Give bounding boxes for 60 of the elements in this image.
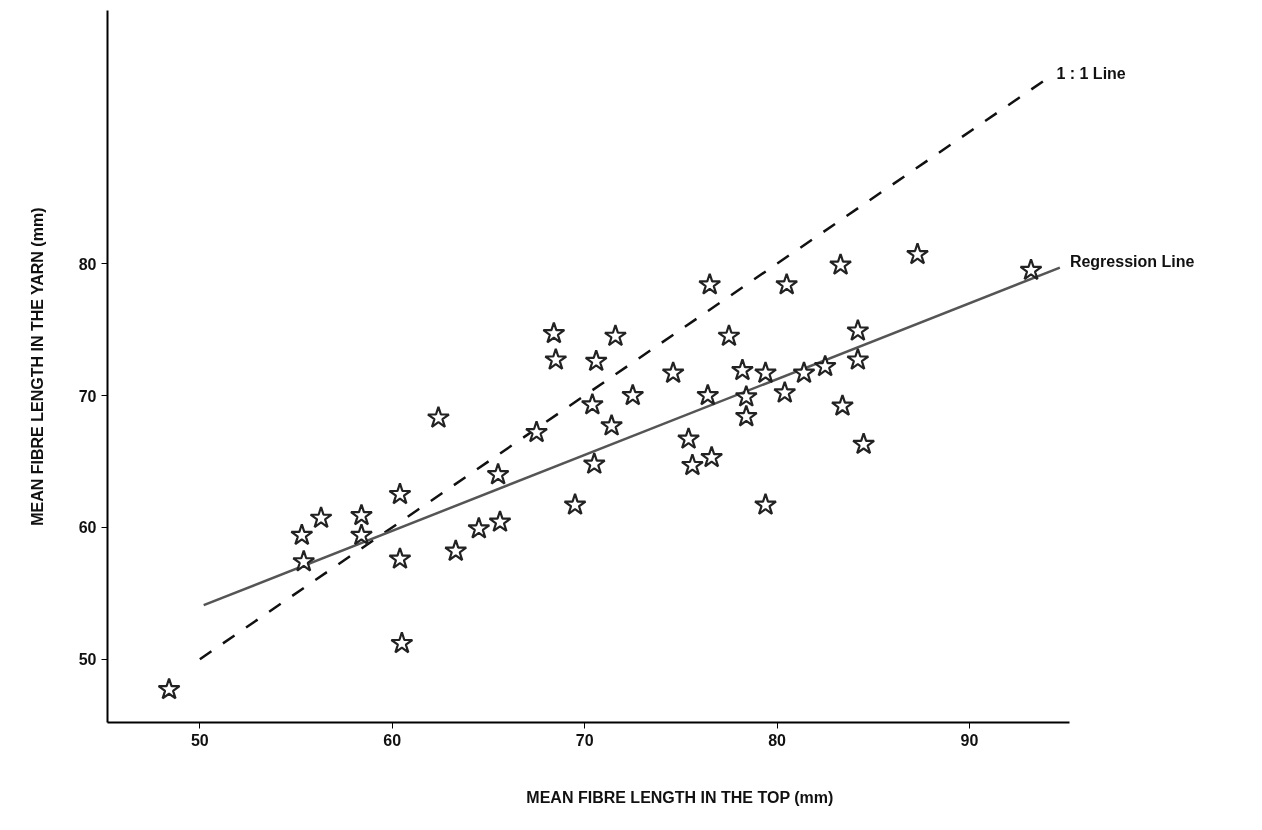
x-tick-label: 70: [575, 731, 594, 749]
point: [563, 492, 587, 515]
point: [584, 349, 608, 372]
point: [524, 420, 549, 443]
point: [582, 451, 606, 475]
point: [621, 383, 645, 406]
point: [388, 546, 412, 569]
point: [775, 272, 799, 295]
point: [905, 242, 930, 265]
point: [486, 462, 510, 485]
point: [390, 631, 414, 654]
point: [603, 324, 627, 347]
point: [580, 392, 604, 415]
point: [753, 492, 778, 515]
series-label: Regression Line: [1069, 253, 1195, 271]
point: [680, 453, 704, 476]
y-tick-label: 80: [78, 255, 97, 273]
point: [734, 404, 758, 427]
point: [734, 384, 758, 407]
point: [349, 503, 374, 526]
point: [717, 324, 741, 347]
y-tick-label: 70: [78, 387, 97, 405]
point: [830, 393, 855, 417]
point: [696, 383, 720, 406]
point: [309, 506, 333, 529]
point: [467, 516, 491, 539]
point: [600, 413, 624, 436]
point: [544, 347, 568, 370]
x-tick-label: 90: [960, 731, 979, 749]
point: [426, 405, 450, 428]
point: [444, 538, 468, 562]
y-tick-label: 60: [78, 519, 97, 537]
point: [388, 482, 412, 505]
series-label: 1 : 1 Line: [1056, 64, 1126, 82]
point: [753, 360, 778, 384]
point: [698, 272, 722, 295]
point: [730, 358, 754, 381]
y-axis-title: MEAN FIBRE LENGTH IN THE YARN (mm): [28, 207, 46, 526]
point: [349, 523, 374, 546]
x-tick-label: 50: [190, 731, 209, 749]
point: [488, 509, 512, 533]
point: [846, 318, 870, 341]
point: [292, 549, 316, 572]
point: [852, 432, 876, 455]
point: [661, 360, 685, 384]
x-axis-title: MEAN FIBRE LENGTH IN THE TOP (mm): [526, 788, 834, 806]
point: [773, 380, 797, 403]
point: [792, 360, 816, 384]
x-tick-label: 80: [768, 731, 787, 749]
point: [846, 347, 870, 370]
y-tick-label: 50: [78, 651, 97, 669]
point: [1019, 258, 1043, 281]
point: [813, 354, 837, 377]
point: [828, 252, 853, 275]
point: [157, 677, 181, 700]
point: [676, 426, 701, 450]
point: [542, 321, 566, 344]
point: [290, 523, 314, 546]
x-tick-label: 60: [383, 731, 402, 749]
point: [700, 445, 724, 468]
